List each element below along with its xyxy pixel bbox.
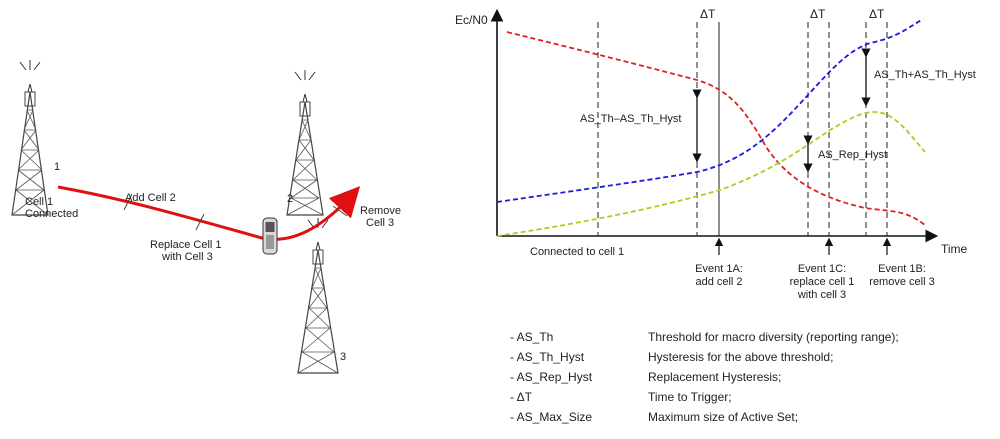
cell-number-2: 2 [287,193,293,205]
cell2-signal-curve [496,18,924,203]
delta-t-label-1b: ΔT [869,7,885,21]
add-cell-label: Add Cell 2 [125,192,176,204]
remove-cell-tick [332,205,348,217]
mobile-phone-icon [262,217,278,255]
legend-desc-5: Maximum size of Active Set; [648,410,798,424]
remove-cell-line2: Cell 3 [366,217,394,229]
legend-desc-3: Replacement Hysteresis; [648,370,781,384]
cell3-signal-curve [496,111,926,237]
th-plus-hyst-label: AS_Th+AS_Th_Hyst [874,69,976,81]
y-axis-label: Ec/N0 [455,13,488,27]
legend-desc-4: Time to Trigger; [648,390,732,404]
add-cell-tick [123,193,133,211]
cell-scene: 1 2 3 Cell 1 Connected Add Cell 2 Replac… [11,60,401,374]
delta-t-label-1a: ΔT [700,7,716,21]
replace-cell-line2: with Cell 3 [161,251,213,263]
delta-t-label-1c: ΔT [810,7,826,21]
remove-cell-line1: Remove [360,205,401,217]
rep-hyst-label: AS_Rep_Hyst [818,149,887,161]
replace-cell-tick [195,213,205,231]
event-1b-line1: Event 1B: [878,263,926,275]
cell-tower-2-icon [286,70,324,216]
event-1a-line2: add cell 2 [695,276,742,288]
replace-cell-line1: Replace Cell 1 [150,239,222,251]
mobile-path [57,185,361,241]
x-axis-label: Time [941,242,968,256]
legend-term-1: - AS_Th [510,330,553,344]
legend-term-2: - AS_Th_Hyst [510,350,585,364]
cell-number-3: 3 [340,351,346,363]
handover-diagram: Ec/N0 Time ΔT ΔT ΔT AS_Th–AS_Th_Hyst AS_… [455,7,976,301]
legend-term-3: - AS_Rep_Hyst [510,370,593,384]
event-1a-line1: Event 1A: [695,263,743,275]
cell-number-1: 1 [54,161,60,173]
event-1b-line2: remove cell 3 [869,276,934,288]
cell1-connected-line1: Cell 1 [25,196,53,208]
th-minus-hyst-label: AS_Th–AS_Th_Hyst [580,113,682,125]
event-1c-line3: with cell 3 [797,289,846,301]
legend-term-4: - ΔT [510,390,533,404]
parameter-legend: - AS_Th Threshold for macro diversity (r… [510,330,899,424]
connected-to-cell1-label: Connected to cell 1 [530,246,624,258]
legend-term-5: - AS_Max_Size [510,410,592,424]
event-1c-line1: Event 1C: [798,263,846,275]
cell1-signal-curve [506,31,926,226]
cell-tower-3-icon [297,218,339,374]
legend-desc-1: Threshold for macro diversity (reporting… [648,330,899,344]
cell-tower-1-icon [11,60,49,216]
legend-desc-2: Hysteresis for the above threshold; [648,350,833,364]
cell1-connected-line2: Connected [25,208,78,220]
event-1c-line2: replace cell 1 [790,276,855,288]
